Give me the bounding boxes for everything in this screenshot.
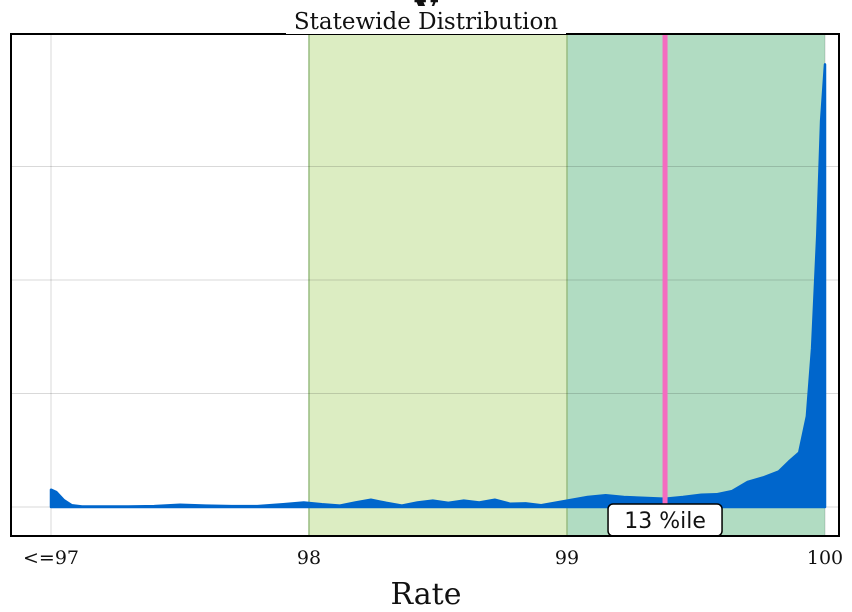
marker-label: 13 %ile <box>624 509 706 534</box>
band-1 <box>567 34 825 536</box>
chart-subtitle: Statewide Distribution <box>294 9 558 35</box>
x-axis-label: Rate <box>391 577 462 612</box>
x-axis-ticks: <=97 98 99 100 <box>23 547 843 569</box>
x-tick-label-2: 99 <box>555 547 579 569</box>
subtitle-backdrop <box>286 6 566 34</box>
score-bands <box>308 34 825 536</box>
x-tick-label-1: 98 <box>297 547 321 569</box>
percentile-marker: 13 %ile <box>607 34 723 537</box>
series-area <box>49 63 827 509</box>
x-tick-label-0: <=97 <box>23 547 79 569</box>
band-0 <box>309 34 567 536</box>
series-area-0 <box>49 63 827 509</box>
x-tick-label-3: 100 <box>807 547 843 569</box>
